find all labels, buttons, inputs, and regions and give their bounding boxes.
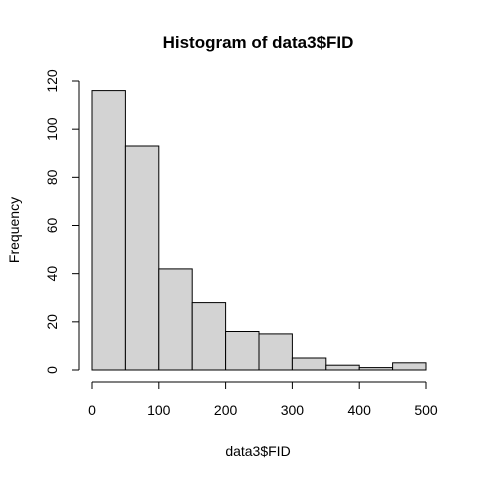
x-tick-label: 0 [88,402,96,418]
chart-title: Histogram of data3$FID [163,33,354,52]
histogram-bar [91,90,126,371]
y-tick-label: 40 [44,266,60,282]
y-tick-label: 60 [44,218,60,234]
histogram-bar [291,357,327,371]
y-tick-label: 0 [44,366,60,374]
histogram-bar [158,268,193,371]
x-tick-label: 400 [348,402,372,418]
y-axis: 0 20 40 60 80 100 120 [44,69,80,374]
y-tick-label: 120 [44,69,60,93]
y-tick-label: 100 [44,117,60,141]
y-tick-label: 20 [44,314,60,330]
bars-group [91,90,427,371]
x-axis-label: data3$FID [225,443,290,459]
histogram-bar [392,362,427,371]
x-axis: 0 100 200 300 400 500 [88,381,438,418]
x-tick-label: 300 [281,402,305,418]
x-tick-label: 500 [414,402,438,418]
histogram-bar [225,331,260,371]
histogram-bar [325,364,360,371]
histogram-bar [358,367,394,371]
y-axis-label: Frequency [6,197,22,263]
histogram-bar [124,145,160,371]
histogram-bar [258,333,293,371]
x-tick-label: 200 [214,402,238,418]
histogram-bar [191,302,227,371]
x-tick-label: 100 [147,402,171,418]
y-tick-label: 80 [44,169,60,185]
